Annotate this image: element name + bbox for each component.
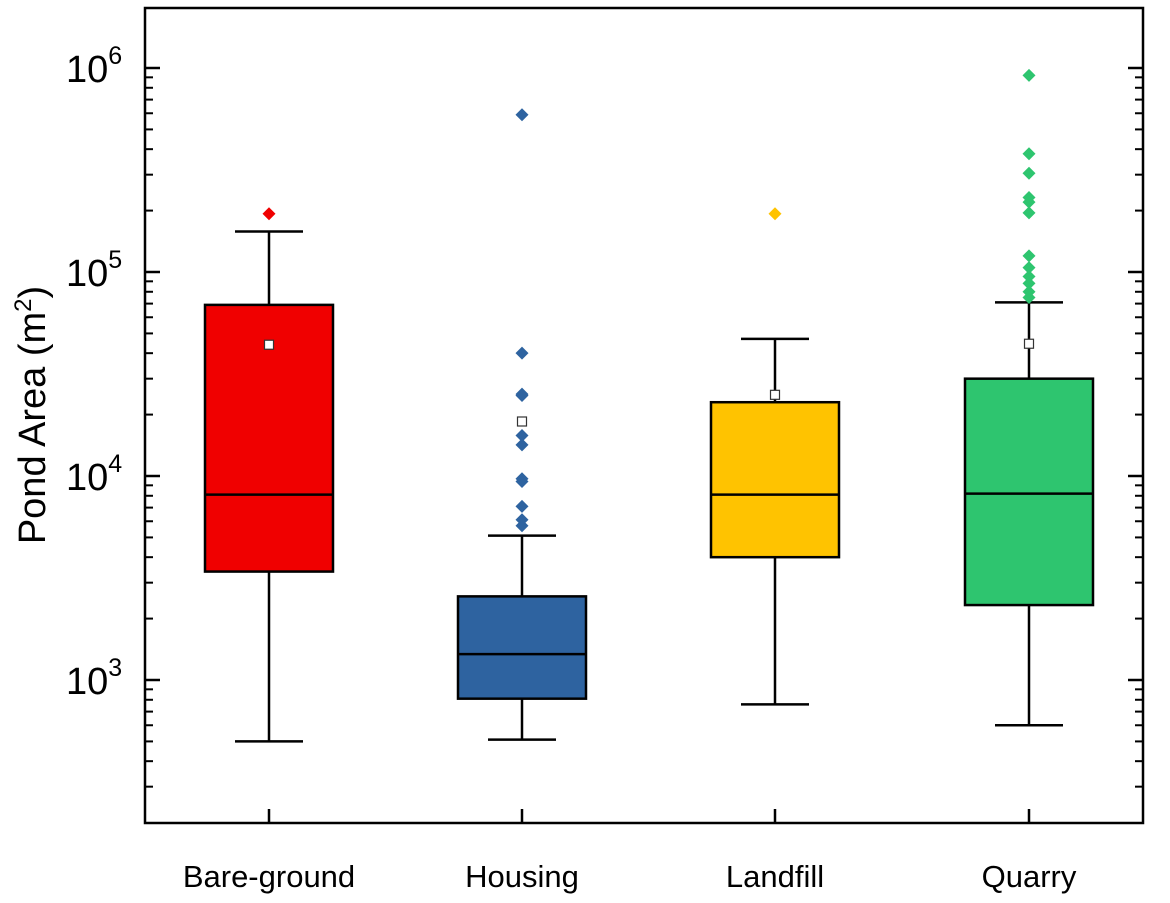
x-category-label: Housing [465,859,579,894]
outlier-point [768,207,782,221]
outlier-point [1022,249,1036,263]
y-tick-label-exp: 5 [108,246,122,274]
y-axis-title-suffix: ) [12,286,54,299]
major-ticks [145,66,1143,682]
y-tick-label: 103 [66,654,122,703]
mean-marker [769,389,781,400]
iqr-box [709,400,841,559]
outlier-point [515,108,529,122]
outlier-point [1022,261,1036,275]
outlier-point [515,428,529,442]
box-group-housing [456,108,588,741]
outlier-point [1022,276,1036,290]
iqr-box [456,595,588,700]
y-tick-label: 106 [66,42,122,91]
x-category-label: Quarry [982,859,1077,894]
outlier-point [1022,147,1036,161]
box-group-bare-ground [203,207,335,743]
outlier-point [1022,285,1036,299]
box-group-quarry [963,68,1095,727]
y-tick-label: 104 [66,450,122,499]
outlier-point [262,207,276,221]
outlier-point [515,513,529,527]
y-tick-label-exp: 6 [108,42,122,70]
y-axis-title-sup: 2 [10,298,37,311]
y-axis-title-text: Pond Area (m [12,312,54,544]
y-tick-label-base: 10 [66,49,108,91]
x-category-label: Landfill [726,859,824,894]
mean-marker [516,416,528,427]
outlier-point [515,438,529,452]
outlier-point [1022,68,1036,82]
minor-ticks [145,76,1143,788]
outlier-point [515,387,529,401]
mean-marker [1023,338,1035,349]
outlier-point [515,499,529,513]
outlier-point [1022,206,1036,220]
outlier-point [515,346,529,360]
y-tick-label-base: 10 [66,457,108,499]
y-tick-label-exp: 4 [108,450,122,478]
mean-marker [263,339,275,350]
boxes [203,68,1095,743]
x-category-label: Bare-ground [183,859,355,894]
iqr-box [963,377,1095,607]
outlier-point [1022,270,1036,284]
x-labels: Bare-ground Housing Landfill Quarry [183,859,1077,894]
outlier-point [1022,190,1036,204]
x-ticks [267,809,1031,823]
box-group-landfill [709,207,841,706]
outlier-point [1022,166,1036,180]
y-tick-label-exp: 3 [108,654,122,682]
y-tick-label-base: 10 [66,661,108,703]
outlier-point [515,472,529,486]
y-tick-label-base: 10 [66,253,108,295]
y-tick-label: 105 [66,246,122,295]
y-axis-title: Pond Area (m2) [10,286,54,544]
